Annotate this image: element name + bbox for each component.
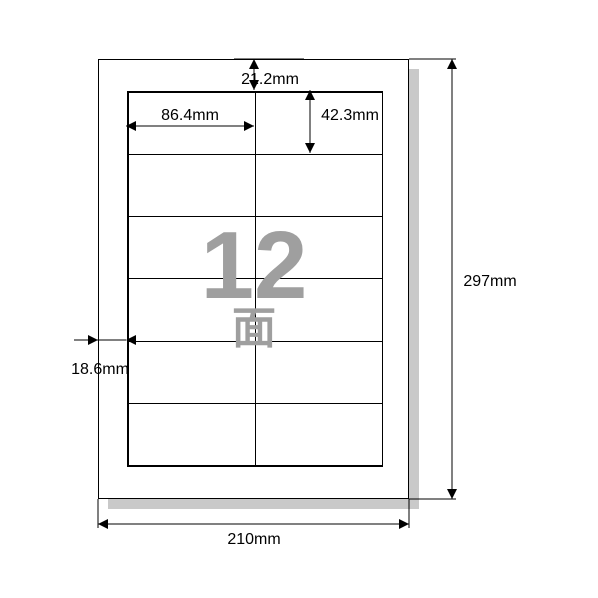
label-cell xyxy=(255,216,383,279)
label-grid xyxy=(127,91,383,467)
dim-top-margin: 21.2mm xyxy=(241,71,299,89)
label-cell xyxy=(128,216,256,279)
diagram-canvas: 12 面 21.2mm 86.4mm 42.3mm 297mm 18.6mm 2… xyxy=(0,0,598,598)
dim-cell-height: 42.3mm xyxy=(321,107,379,125)
label-cell xyxy=(255,278,383,341)
label-cell xyxy=(255,403,383,466)
label-cell xyxy=(255,154,383,217)
dim-cell-width: 86.4mm xyxy=(161,107,219,125)
dim-sheet-height: 297mm xyxy=(463,273,516,291)
dim-sheet-width: 210mm xyxy=(227,531,280,549)
label-cell xyxy=(128,403,256,466)
label-cell xyxy=(128,278,256,341)
label-cell xyxy=(255,341,383,404)
label-cell xyxy=(128,341,256,404)
label-cell xyxy=(128,154,256,217)
a4-sheet xyxy=(98,59,409,499)
dim-left-margin: 18.6mm xyxy=(71,361,129,379)
